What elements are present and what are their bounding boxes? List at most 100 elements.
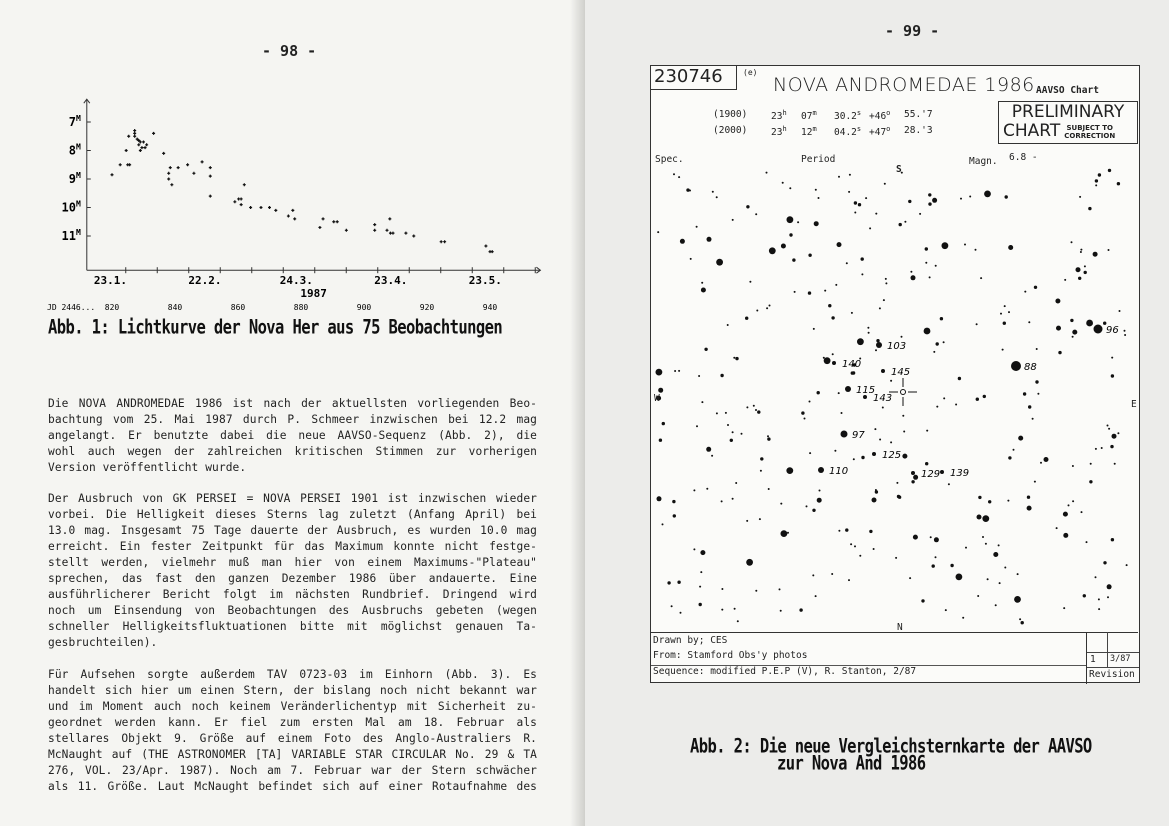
star	[1024, 290, 1027, 293]
data-point	[127, 134, 131, 138]
coord-ra_h: 23h	[771, 109, 787, 122]
data-point	[490, 250, 494, 254]
star	[789, 233, 793, 237]
star	[998, 582, 1001, 585]
star	[884, 277, 887, 280]
star	[943, 397, 946, 400]
star	[932, 197, 938, 203]
star	[805, 505, 808, 508]
star	[767, 435, 769, 438]
star	[1094, 179, 1099, 183]
star	[1110, 444, 1114, 449]
magn-value: 6.8 -	[1009, 152, 1038, 163]
star	[1079, 251, 1082, 253]
comparison-star-label: 140	[842, 359, 861, 370]
comparison-star	[876, 342, 882, 348]
star	[809, 452, 812, 455]
data-point	[391, 231, 395, 235]
star	[1018, 435, 1024, 441]
page-number: - 99 -	[885, 22, 940, 40]
star	[1007, 499, 1010, 502]
x-axis-arrow	[536, 266, 542, 274]
star	[1108, 427, 1111, 430]
coord-dec_d: +46o	[869, 109, 890, 122]
star	[869, 529, 873, 534]
star	[1075, 267, 1081, 273]
star	[816, 497, 822, 503]
star	[1095, 184, 1098, 187]
star	[1056, 325, 1061, 331]
star	[876, 339, 880, 343]
coord-value: +46	[869, 111, 887, 123]
star	[792, 258, 796, 262]
comparison-star	[872, 452, 876, 456]
star	[928, 193, 932, 197]
data-point	[293, 217, 297, 221]
star	[715, 412, 718, 415]
star	[1110, 374, 1115, 378]
star	[1062, 511, 1068, 517]
star	[678, 369, 681, 372]
star	[919, 212, 922, 215]
star	[1063, 532, 1069, 538]
data-point	[186, 163, 190, 167]
data-point	[162, 151, 166, 155]
data-point	[239, 203, 243, 207]
star	[933, 350, 936, 353]
star	[975, 323, 978, 326]
stamp-line-1: PRELIMINARY	[1011, 102, 1125, 122]
comparison-star	[832, 361, 836, 365]
jd-tick-label: 860	[231, 303, 246, 312]
star	[803, 417, 806, 420]
star	[982, 394, 986, 399]
star	[982, 536, 984, 538]
star	[879, 438, 882, 441]
comparison-star-label: 143	[873, 393, 892, 404]
data-point	[332, 220, 336, 224]
chart-id: 230746	[651, 66, 737, 90]
star	[689, 189, 691, 192]
star	[801, 411, 805, 415]
star	[824, 289, 827, 292]
star	[834, 449, 837, 452]
star	[924, 247, 928, 251]
star	[904, 220, 907, 223]
star	[1083, 270, 1087, 275]
data-point	[249, 206, 253, 209]
comparison-star	[911, 471, 915, 475]
coord-ra_s: 30.2s	[834, 109, 861, 122]
period-label: Period	[801, 154, 836, 165]
coord-value: 23	[771, 111, 783, 123]
y-tick-label: 9M	[69, 171, 81, 186]
star	[872, 548, 875, 550]
data-point	[168, 166, 172, 170]
star	[965, 546, 967, 549]
comparison-star	[881, 369, 885, 373]
text-line: 13.0 mag. Insgesamt 75 Tage dauerte der …	[48, 524, 537, 537]
comparison-star-label: 97	[852, 430, 865, 441]
star	[1000, 312, 1002, 315]
data-point	[259, 206, 263, 209]
revision-number: 1	[1090, 654, 1096, 665]
star	[731, 431, 734, 434]
star	[693, 489, 696, 492]
star	[1070, 241, 1073, 244]
text-line: bachtung vom 25. Mai 1987 durch P. Schme…	[48, 413, 537, 426]
coord-value: 30.2	[834, 111, 857, 123]
star	[1008, 245, 1014, 250]
star	[1124, 334, 1127, 336]
text-line: erreicht. Ein fester Zeitpunkt für das M…	[48, 540, 537, 553]
crosshair	[889, 378, 917, 406]
star	[1106, 424, 1109, 427]
star	[896, 481, 899, 484]
data-point	[233, 200, 237, 204]
star	[1026, 495, 1031, 499]
star	[816, 391, 820, 395]
star	[898, 222, 902, 227]
star	[760, 457, 764, 461]
text-line: ausführlicherer Bericht folgt im nächste…	[48, 588, 537, 601]
star	[883, 182, 886, 185]
star	[700, 287, 706, 293]
star	[910, 270, 913, 273]
data-point	[170, 183, 174, 187]
